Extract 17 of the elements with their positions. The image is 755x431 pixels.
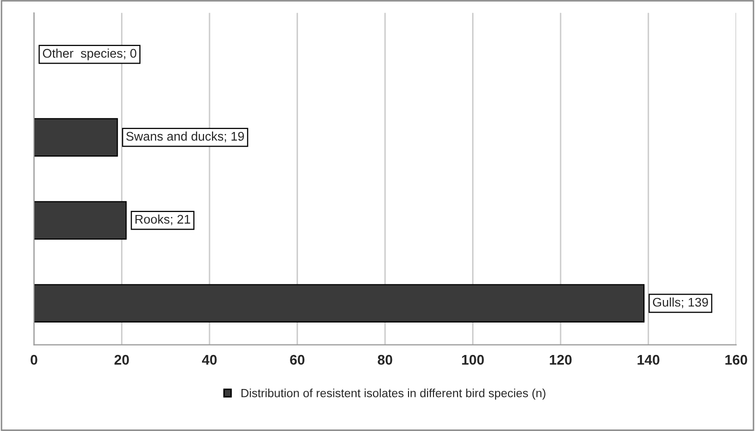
- x-tick-label: 80: [378, 354, 392, 365]
- bar: [34, 201, 127, 240]
- x-tick-label: 120: [550, 354, 572, 365]
- bar: [34, 284, 645, 323]
- x-tick-label: 0: [30, 354, 38, 365]
- data-label: Rooks; 21: [135, 214, 190, 226]
- legend-label: Distribution of resistent isolates in different bird species (n): [242, 388, 546, 400]
- x-tick-label: 100: [462, 354, 484, 365]
- x-tick-label: 60: [290, 354, 304, 365]
- data-label: Swans and ducks; 19: [126, 132, 244, 142]
- bar: [34, 118, 118, 157]
- x-tick-label: 20: [114, 354, 129, 365]
- data-label: Other species; 0: [42, 48, 136, 60]
- x-tick-label: 140: [638, 354, 660, 365]
- x-tick-label: 40: [202, 354, 217, 365]
- x-tick-label: 160: [725, 354, 748, 365]
- data-label: Gulls; 139: [652, 297, 708, 308]
